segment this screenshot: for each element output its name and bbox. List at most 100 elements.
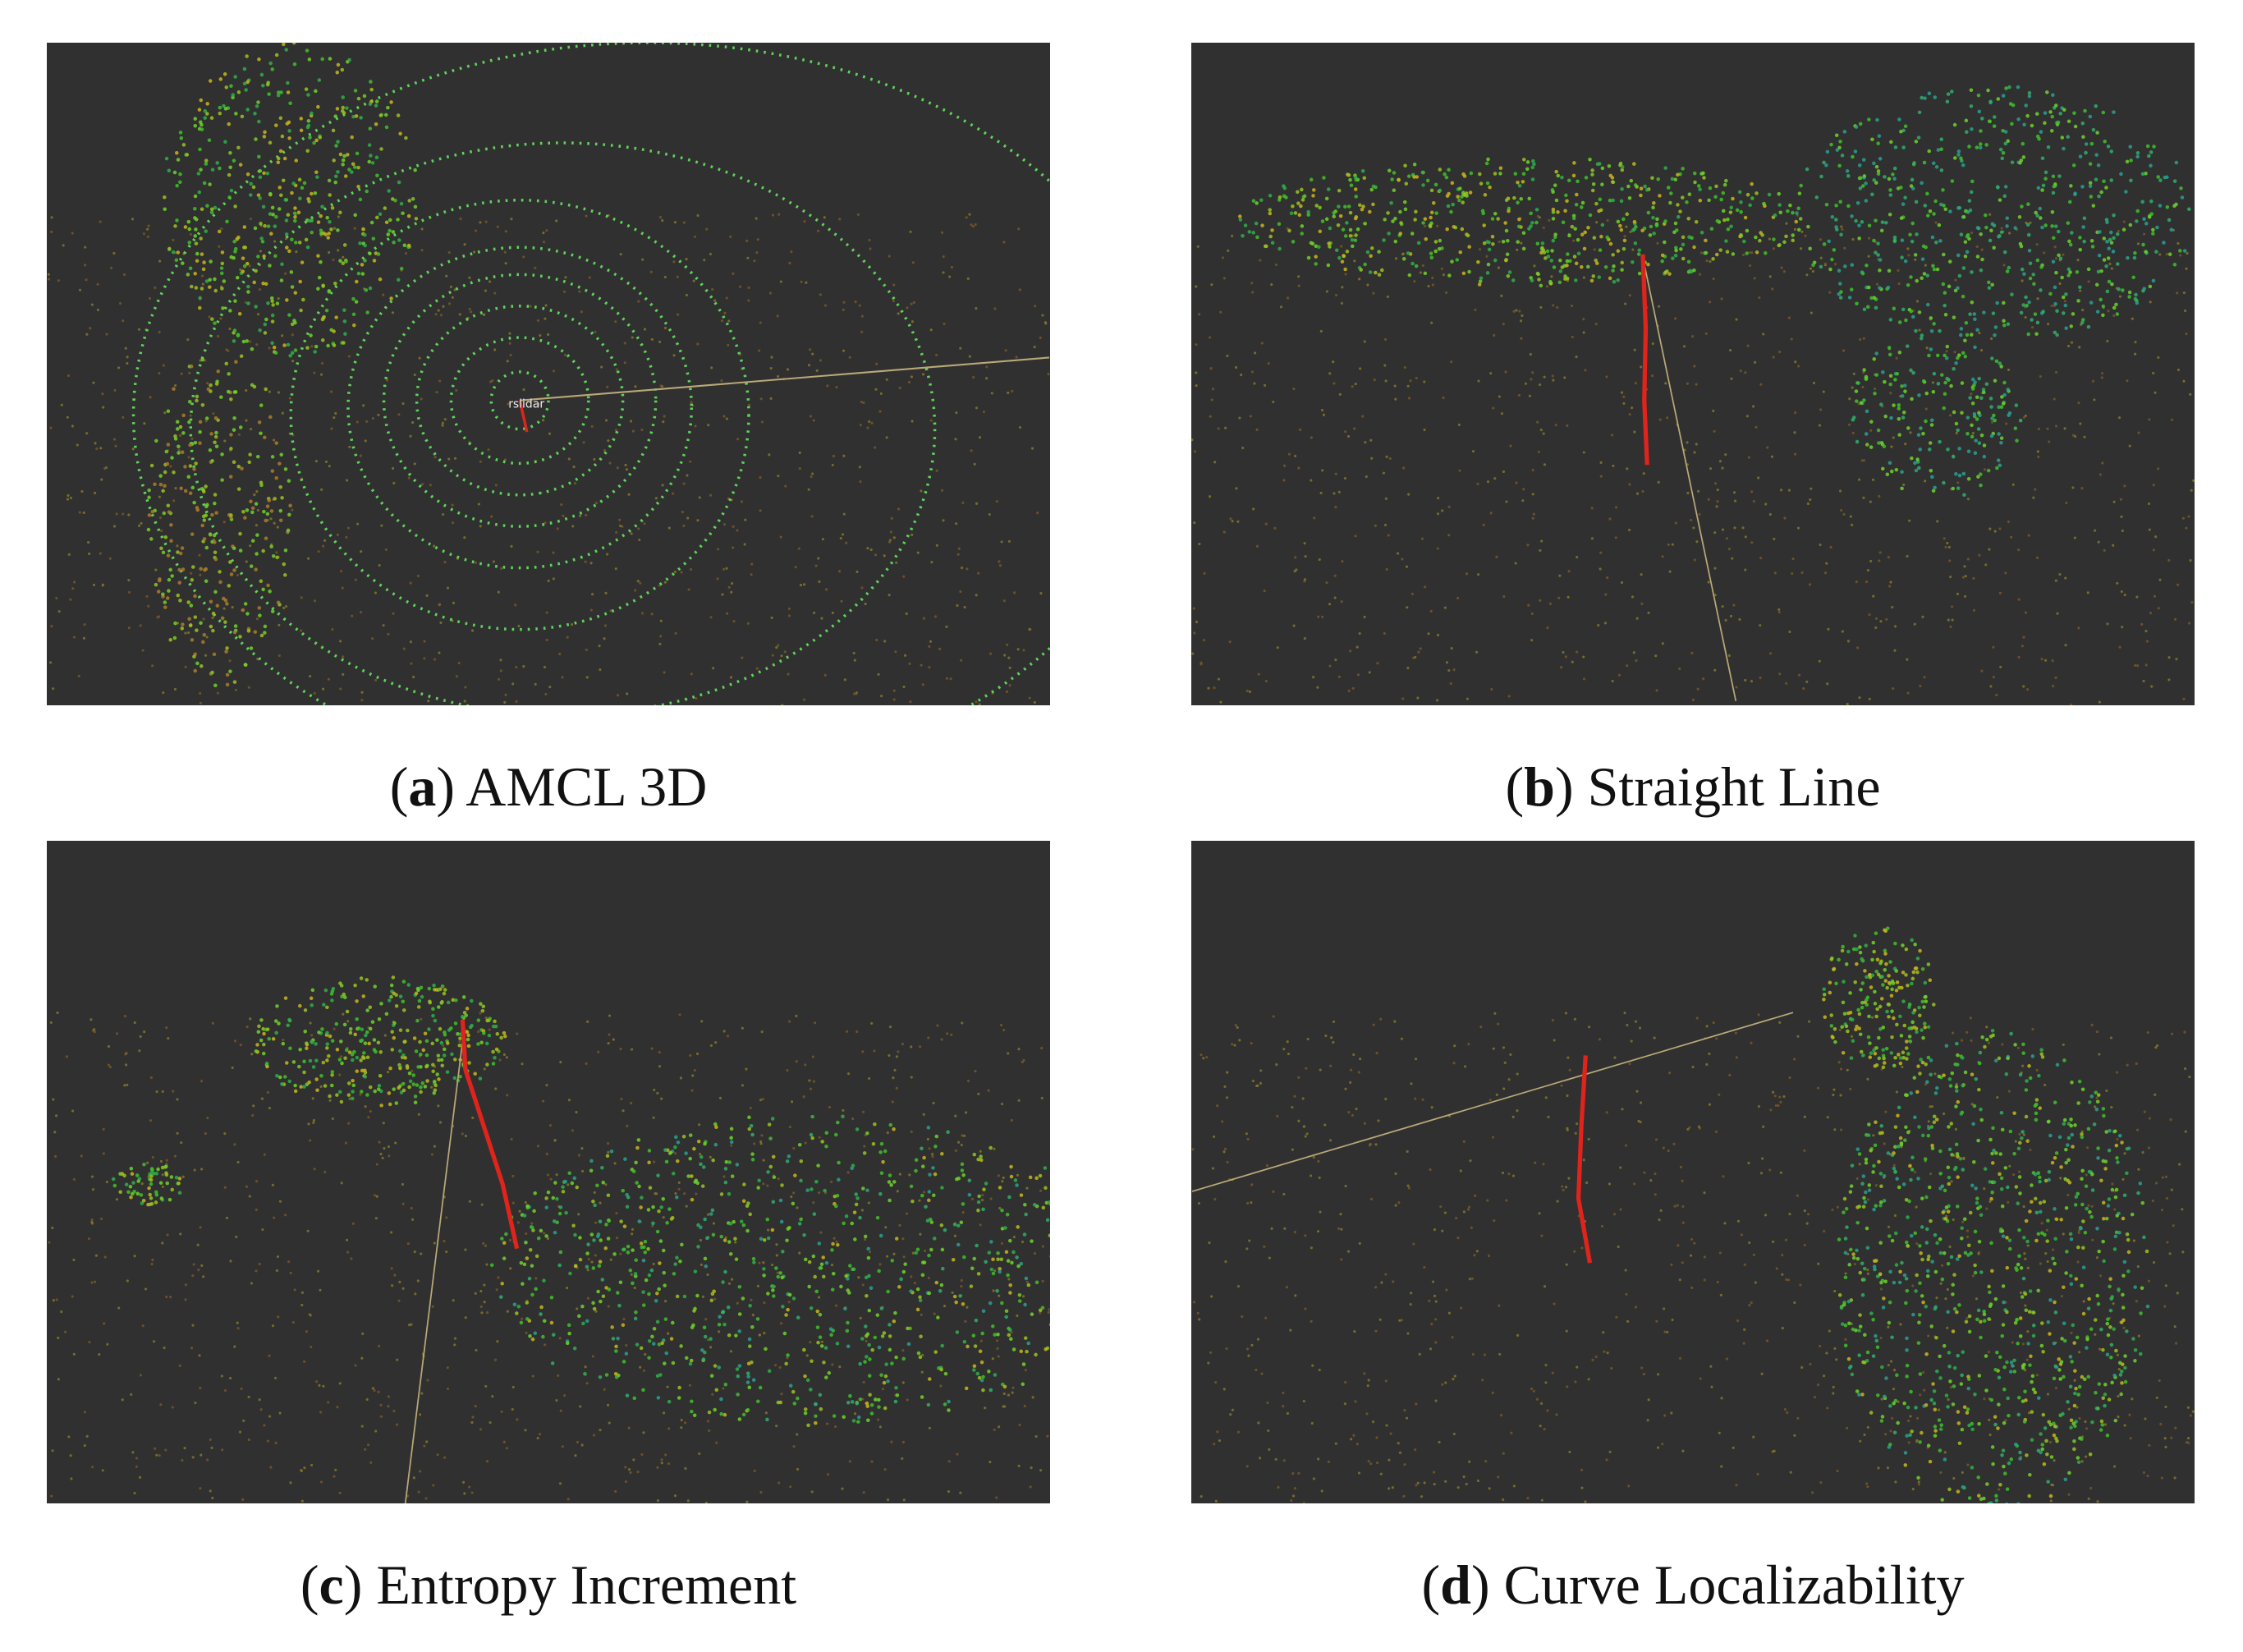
cloud-point [245, 508, 250, 512]
cloud-point [310, 230, 314, 235]
cloud-point [161, 489, 165, 493]
cloud-point [1850, 214, 1854, 218]
cloud-point [202, 537, 207, 541]
cloud-point [2052, 184, 2057, 189]
ground-point [562, 514, 565, 517]
ground-point [790, 250, 793, 254]
ground-point [433, 658, 437, 661]
cloud-point [331, 128, 336, 133]
cloud-point [1403, 163, 1407, 167]
cloud-point [319, 213, 323, 218]
cloud-point [198, 429, 202, 434]
ground-point [642, 1431, 645, 1434]
ground-point [980, 1198, 984, 1202]
ground-point [228, 659, 232, 663]
cloud-point [193, 216, 197, 220]
frame-axis [520, 356, 1050, 402]
ground-point [650, 1047, 654, 1050]
ground-point [817, 557, 820, 560]
ground-point [497, 677, 501, 681]
ground-point [1008, 666, 1011, 669]
ground-point [105, 1180, 108, 1184]
ground-point [421, 483, 424, 486]
ground-point [1340, 600, 1343, 603]
ground-point [2093, 398, 2096, 402]
cloud-point [379, 147, 383, 151]
ground-point [486, 1311, 489, 1315]
ground-point [1804, 234, 1807, 237]
ground-point [222, 607, 226, 610]
cloud-point [2115, 232, 2120, 236]
ground-point [239, 1044, 242, 1047]
ground-point [927, 1036, 930, 1039]
cloud-point [1482, 223, 1486, 227]
ground-point [788, 1126, 791, 1129]
ground-point [615, 1237, 619, 1240]
cloud-point [266, 224, 271, 228]
ground-point [1631, 595, 1635, 599]
cloud-point [1678, 209, 1682, 213]
cloud-point [1608, 241, 1613, 246]
cloud-point [1461, 271, 1466, 276]
cloud-point [437, 1058, 441, 1062]
ground-point [545, 229, 548, 232]
cloud-point [369, 80, 373, 84]
cloud-point [2007, 85, 2011, 89]
ground-point [786, 1356, 789, 1360]
cloud-point [190, 485, 195, 490]
ground-point [313, 691, 316, 695]
cloud-point [180, 626, 185, 631]
cloud-point [2027, 248, 2032, 253]
cloud-point [2030, 123, 2034, 128]
ground-point [169, 1296, 172, 1299]
cloud-point [2035, 112, 2039, 116]
cloud-point [263, 331, 268, 335]
ground-point [131, 218, 135, 221]
cloud-point [341, 261, 346, 265]
ground-point [1421, 264, 1424, 268]
ground-point [53, 1154, 57, 1159]
cloud-point [1724, 178, 1728, 183]
ground-point [798, 467, 801, 470]
cloud-point [1551, 238, 1556, 243]
ground-point [69, 598, 72, 601]
ground-point [350, 1257, 353, 1260]
ground-point [1741, 526, 1745, 530]
ground-point [690, 672, 693, 676]
cloud-point [328, 193, 332, 197]
cloud-point [2001, 94, 2006, 98]
ground-point [330, 390, 333, 393]
cloud-point [1616, 278, 1620, 282]
cloud-point [300, 260, 305, 264]
cloud-point [190, 565, 195, 569]
cloud-point [210, 207, 214, 212]
ground-point [1294, 454, 1297, 457]
cloud-point [1961, 266, 1966, 270]
ground-point [909, 230, 912, 233]
ground-point [1631, 406, 1634, 410]
cloud-point [1861, 158, 1866, 162]
cloud-point [208, 79, 213, 83]
cloud-point [266, 301, 270, 305]
cloud-point [1887, 177, 1892, 181]
ground-point [1485, 255, 1488, 258]
cloud-point [1854, 389, 1859, 393]
ground-point [2152, 484, 2155, 487]
cloud-point [419, 985, 424, 990]
cloud-point [2106, 145, 2111, 149]
cloud-point [1956, 149, 1961, 154]
ground-point [442, 512, 445, 516]
ground-point [858, 304, 861, 307]
ground-point [83, 1411, 86, 1414]
ground-point [360, 1356, 364, 1360]
ground-point [1245, 689, 1249, 693]
ground-point [1806, 502, 1810, 506]
ground-point [1713, 482, 1718, 485]
cloud-point [2039, 288, 2043, 292]
cloud-point [1671, 256, 1675, 260]
cloud-point [1622, 238, 1627, 243]
cloud-point [204, 579, 209, 583]
ground-point [401, 402, 405, 406]
ground-point [547, 333, 550, 337]
ground-point [2058, 282, 2062, 286]
